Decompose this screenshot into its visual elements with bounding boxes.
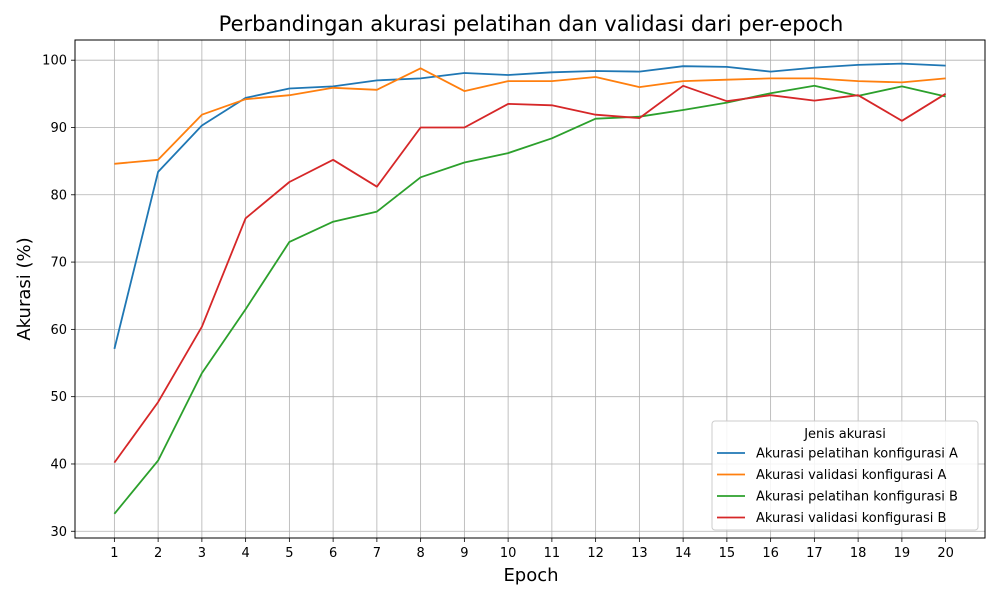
y-tick-label: 80 xyxy=(50,188,67,203)
x-tick-label: 5 xyxy=(285,546,293,561)
x-tick-label: 3 xyxy=(198,546,206,561)
x-tick-label: 12 xyxy=(587,546,604,561)
legend-label: Akurasi pelatihan konfigurasi A xyxy=(756,447,958,462)
y-tick-label: 30 xyxy=(50,525,67,540)
legend-label: Akurasi validasi konfigurasi A xyxy=(756,468,946,483)
y-axis-label: Akurasi (%) xyxy=(14,237,35,340)
x-tick-label: 19 xyxy=(894,546,911,561)
legend-entries: Akurasi pelatihan konfigurasi A Akurasi v… xyxy=(717,447,958,526)
legend-title: Jenis akurasi xyxy=(803,427,886,442)
series-line-4 xyxy=(113,84,947,464)
y-tick-label: 100 xyxy=(42,54,67,69)
x-tick-label: 14 xyxy=(675,546,692,561)
series-lines xyxy=(113,62,947,515)
x-tick-label: 10 xyxy=(500,546,517,561)
y-tick-label: 90 xyxy=(50,121,67,136)
legend-label: Akurasi pelatihan konfigurasi B xyxy=(756,490,958,505)
y-tick-label: 70 xyxy=(50,256,67,271)
x-tick-label: 1 xyxy=(110,546,118,561)
plot-area-frame xyxy=(74,39,986,539)
legend-label: Akurasi validasi konfigurasi B xyxy=(756,511,946,526)
x-tick-label: 8 xyxy=(416,546,424,561)
series-line-1 xyxy=(113,62,946,350)
x-tick-label: 18 xyxy=(850,546,867,561)
y-tick-label: 50 xyxy=(50,390,67,405)
x-tick-label: 9 xyxy=(460,546,468,561)
x-tick-label: 2 xyxy=(154,546,162,561)
y-tick-label: 60 xyxy=(50,323,67,338)
x-tick-label: 11 xyxy=(544,546,561,561)
series-line-2 xyxy=(114,67,946,165)
x-tick-label: 15 xyxy=(719,546,736,561)
x-tick-label: 17 xyxy=(806,546,823,561)
x-tick-label: 7 xyxy=(373,546,381,561)
legend: Jenis akurasi Akurasi pelatihan konfigur… xyxy=(711,420,979,531)
chart-title: Perbandingan akurasi pelatihan dan valid… xyxy=(219,12,844,36)
x-tick-label: 20 xyxy=(937,546,954,561)
axis-ticks: 1 2 3 4 5 6 7 8 9 10 11 12 13 14 15 16 17 18 19 20304050607… xyxy=(42,54,954,561)
x-tick-label: 4 xyxy=(241,546,249,561)
series-line-3 xyxy=(113,84,946,515)
x-tick-label: 6 xyxy=(329,546,337,561)
x-tick-label: 13 xyxy=(631,546,648,561)
x-tick-label: 16 xyxy=(762,546,779,561)
legend-box xyxy=(711,420,979,531)
x-axis-label: Epoch xyxy=(503,565,558,586)
y-tick-label: 40 xyxy=(50,457,67,472)
